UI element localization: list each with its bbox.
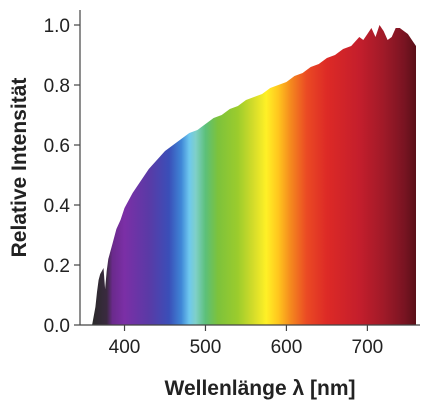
y-tick-label: 0.8	[44, 76, 70, 97]
x-tick-label: 400	[109, 337, 141, 358]
x-tick-label: 600	[271, 337, 303, 358]
y-tick-label: 0.2	[44, 256, 70, 277]
axes: 0.0 0.2 0.4 0.6 0.8 1.0 400 500 600 700	[44, 10, 420, 358]
spectrum-area	[92, 25, 416, 325]
y-tick-label: 0.6	[44, 136, 70, 157]
x-tick-label: 500	[190, 337, 222, 358]
plot-area	[92, 25, 416, 325]
y-tick-label: 1.0	[44, 16, 70, 37]
y-tick-label: 0.0	[44, 316, 70, 337]
y-axis-title: Relative Intensität	[8, 78, 31, 258]
x-tick-label: 700	[352, 337, 384, 358]
y-tick-label: 0.4	[44, 196, 71, 217]
x-axis-title: Wellenlänge λ [nm]	[165, 377, 356, 400]
